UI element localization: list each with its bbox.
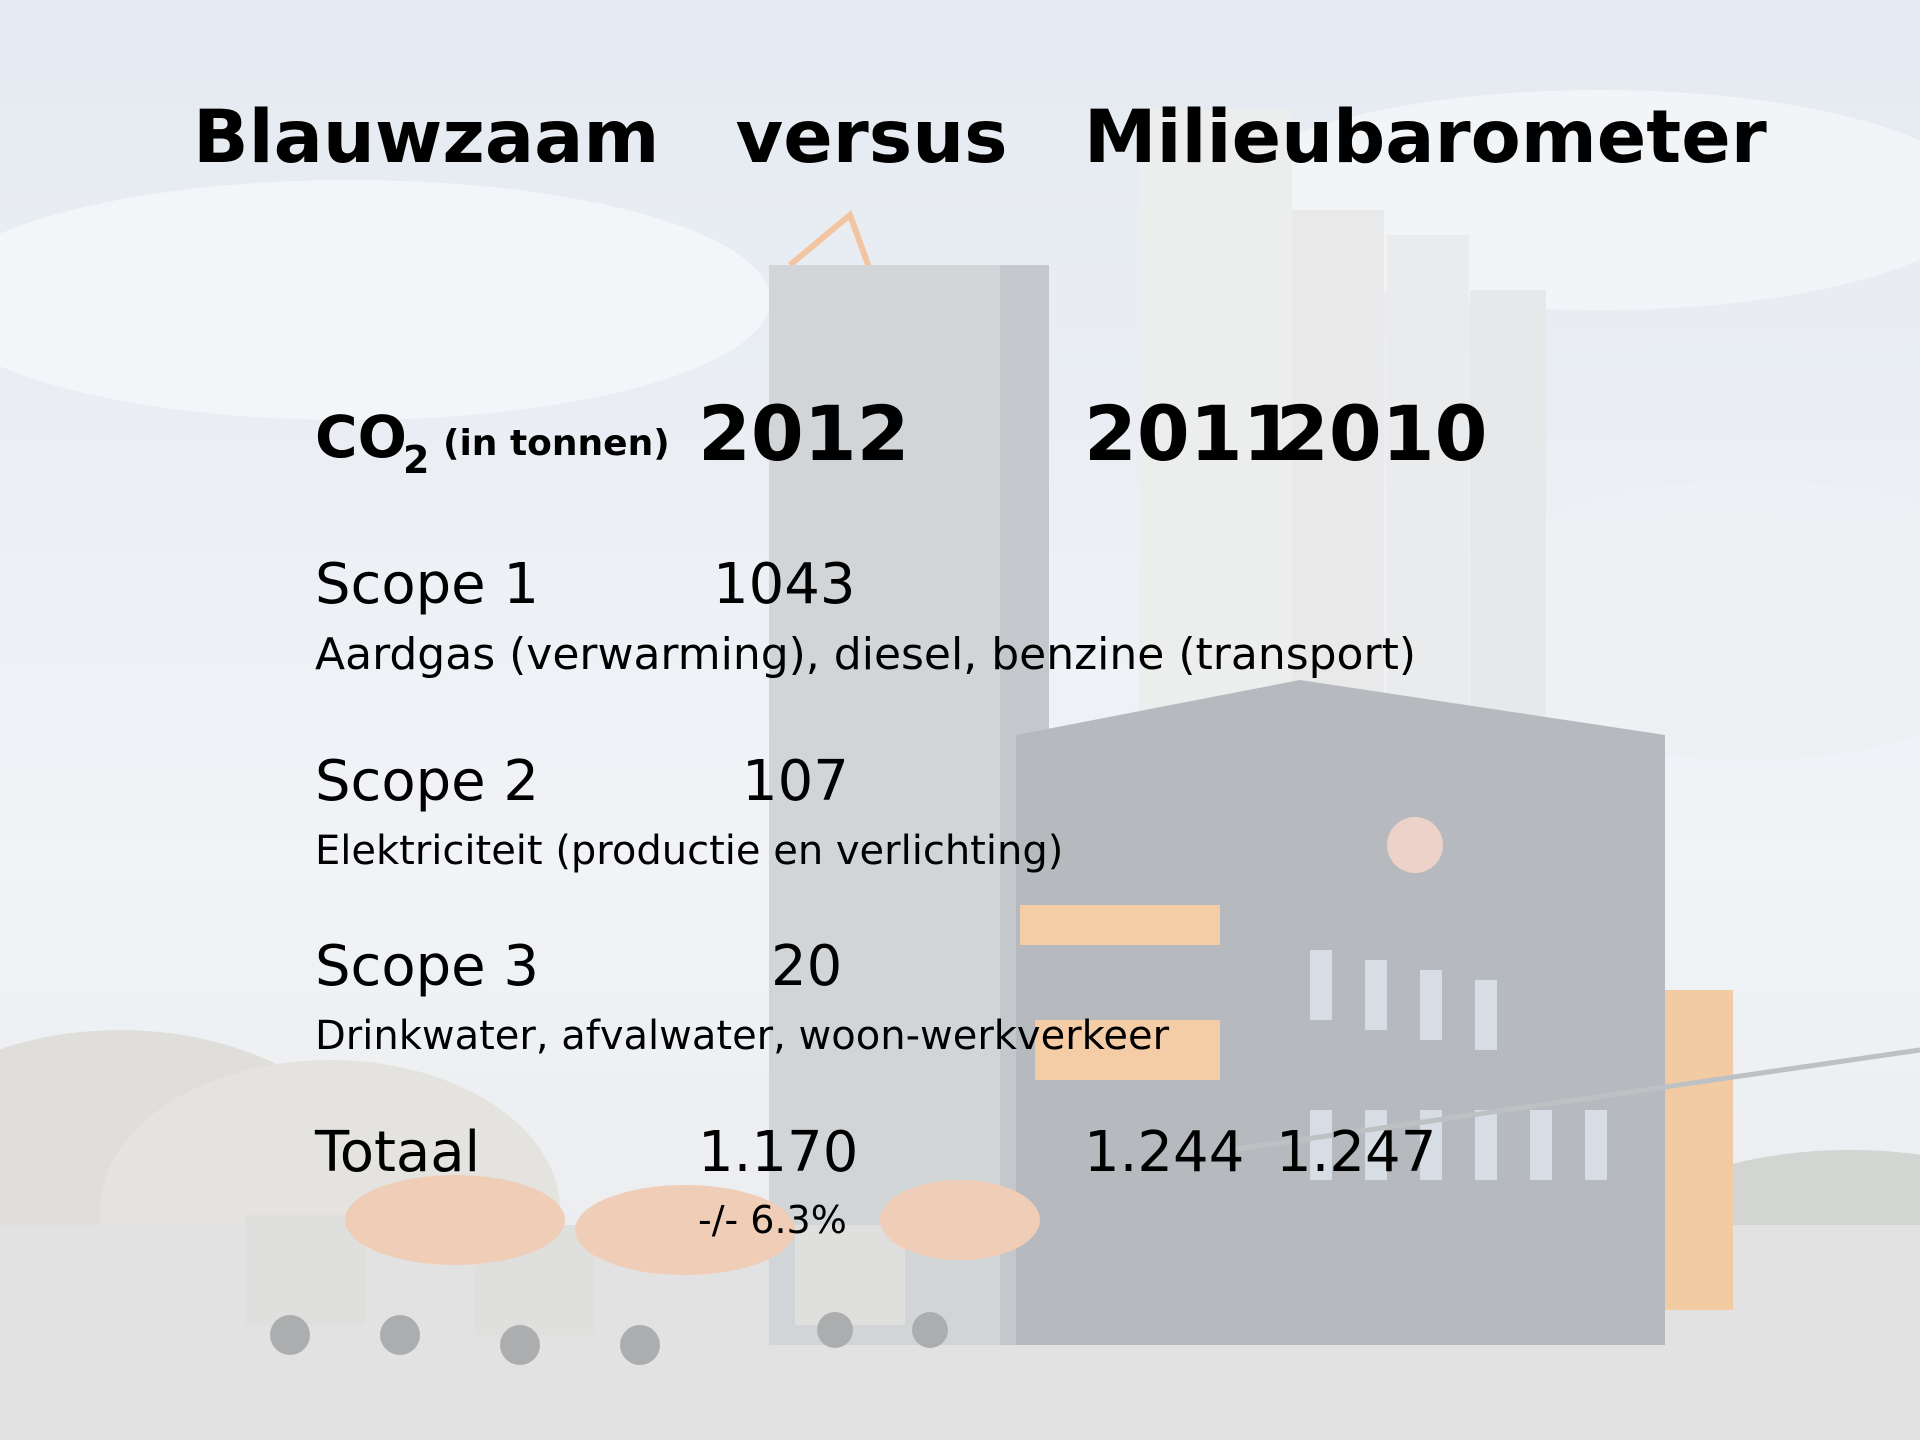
- total-value: 1.247: [1276, 1120, 1436, 1185]
- header-year: 2010: [1276, 389, 1488, 478]
- row-label: Scope 2: [315, 749, 539, 814]
- total-label: Totaal: [314, 1120, 480, 1185]
- slide: Blauwzaam versus Milieubarometer CO 2 (i…: [0, 0, 1920, 1440]
- page: Blauwzaam versus Milieubarometer {"slide…: [0, 0, 1920, 1440]
- row-description: Drinkwater, afvalwater, woon-werkverkeer: [315, 1013, 1170, 1059]
- header-year: 2012: [698, 389, 910, 478]
- total-value: 1.170: [698, 1120, 858, 1185]
- header-unit: (in tonnen): [443, 423, 670, 464]
- header-year: 2011: [1084, 389, 1296, 478]
- row-value: 1043: [713, 552, 856, 617]
- body: Blauwzaam versus Milieubarometer CO 2 (i…: [0, 0, 1920, 1440]
- row-value: 107: [742, 749, 849, 814]
- row-label: Scope 3: [315, 934, 539, 999]
- header-co: CO: [315, 403, 407, 471]
- total-note: -/- 6.3%: [698, 1198, 847, 1242]
- total-value: 1.244: [1084, 1120, 1244, 1185]
- row-label: Scope 1: [315, 552, 539, 617]
- row-description: Elektriciteit (productie en verlichting): [315, 828, 1063, 874]
- header-subscript: 2: [403, 438, 429, 482]
- row-description: Aardgas (verwarming), diesel, benzine (t…: [315, 629, 1416, 680]
- row-value: 20: [771, 934, 842, 999]
- background-photo: [0, 0, 1920, 1440]
- slide-title: Blauwzaam versus Milieubarometer: [193, 95, 1767, 180]
